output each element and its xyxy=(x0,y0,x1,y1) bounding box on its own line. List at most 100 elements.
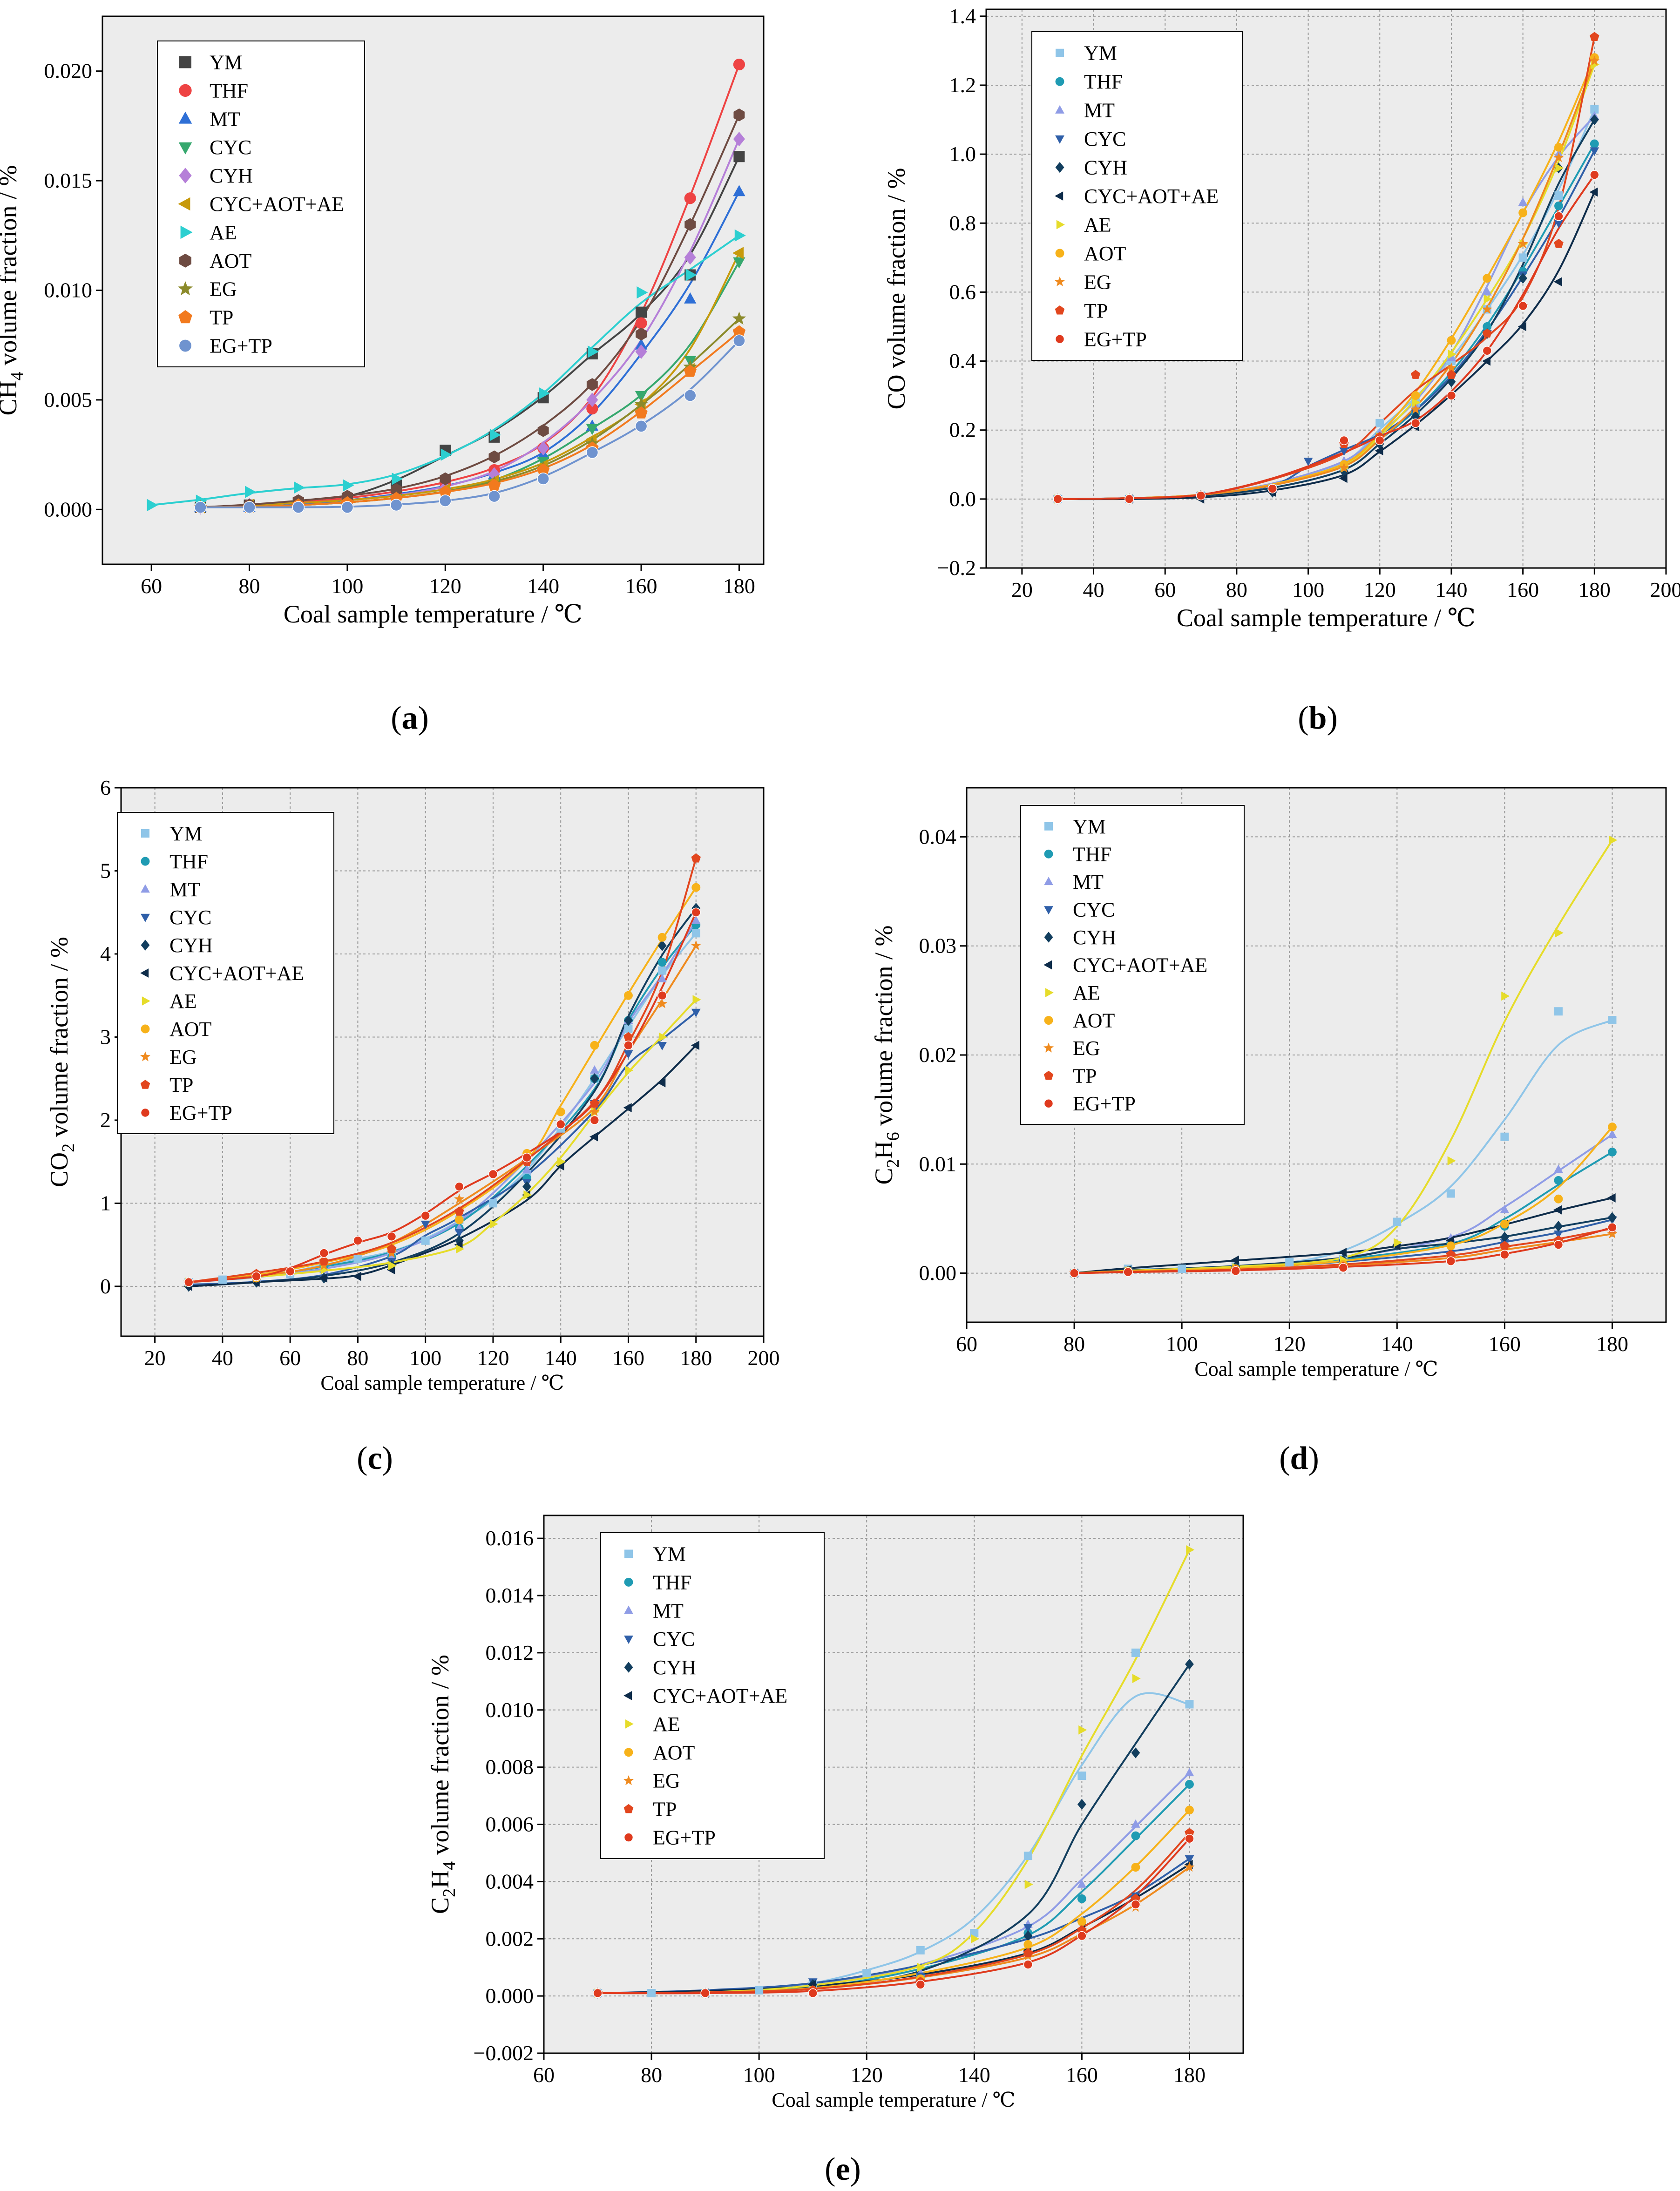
data-point-ae xyxy=(388,1261,397,1271)
data-point-aot xyxy=(1023,1940,1033,1949)
data-point-cyc-aot-ae xyxy=(1607,1193,1616,1203)
legend-label: CYC xyxy=(169,906,211,929)
legend-label: CYC xyxy=(653,1628,695,1650)
data-point-cyc-aot-ae xyxy=(1517,322,1526,331)
data-point-eg-tp xyxy=(1518,301,1528,311)
legend-label: CYH xyxy=(653,1656,696,1679)
data-point-aot xyxy=(684,218,696,231)
y-tick-label: 0.002 xyxy=(486,1927,534,1950)
data-points xyxy=(1069,835,1618,1279)
data-point-eg-tp xyxy=(635,420,648,433)
axis-ticks: 60 80 100 120 140 160 180 −0.002 0.000 0.002 0.004… xyxy=(474,1526,1206,2087)
y-tick-label: 0.0 xyxy=(949,487,976,511)
data-point-ym xyxy=(421,1236,430,1245)
x-tick-label: 120 xyxy=(1364,578,1396,602)
x-tick-label: 40 xyxy=(212,1346,233,1370)
data-point-tp xyxy=(1482,328,1492,338)
data-point-eg xyxy=(634,397,648,410)
data-point-aot xyxy=(440,472,451,486)
data-point-eg xyxy=(732,311,746,325)
legend-label: TP xyxy=(1073,1065,1097,1088)
fit-curve-eg-tp xyxy=(1074,1226,1613,1274)
y-tick-label: 0.04 xyxy=(919,825,957,848)
fit-curve-aot xyxy=(1074,1126,1613,1274)
legend-marker xyxy=(141,1024,150,1034)
data-point-tp xyxy=(454,1206,464,1216)
x-tick-label: 60 xyxy=(1154,578,1176,602)
legend-marker xyxy=(1043,1070,1054,1080)
legend-label: THF xyxy=(1073,843,1111,866)
x-tick-label: 140 xyxy=(545,1346,577,1370)
data-point-eg-tp xyxy=(420,1210,430,1221)
data-point-thf xyxy=(657,958,667,967)
legend-label: EG+TP xyxy=(1073,1092,1136,1115)
data-point-tp xyxy=(589,1098,600,1108)
data-point-aot xyxy=(454,1215,464,1224)
data-point-eg-tp xyxy=(1553,1240,1564,1250)
data-point-mt xyxy=(635,338,648,350)
data-point-aot xyxy=(1131,1863,1140,1872)
data-point-eg-tp xyxy=(1410,418,1421,428)
y-tick-label: 0.020 xyxy=(44,59,93,83)
legend-label: AOT xyxy=(210,250,252,272)
legend-label: CYC+AOT+AE xyxy=(169,962,304,985)
legend-marker xyxy=(1054,276,1065,286)
chart-c: 20 40 60 80 100 120 140 160 180 200 0 1 2 3 4 5 6 Coal sa… xyxy=(45,776,780,1394)
data-point-ym xyxy=(1375,419,1384,427)
data-point-ym xyxy=(733,151,745,162)
data-point-eg-tp xyxy=(285,1266,295,1276)
y-tick-label: −0.002 xyxy=(474,2041,534,2065)
x-tick-label: 100 xyxy=(409,1346,441,1370)
data-point-ae xyxy=(588,345,599,358)
chart-b: 20 40 60 80 100 120 140 160 180 200 −0.2 0.0 0.2 0.4 0… xyxy=(882,4,1680,632)
data-point-mt xyxy=(684,292,697,304)
y-axis-label: C2H4 volume fraction / % xyxy=(426,1655,459,1914)
data-point-eg-tp xyxy=(251,1271,261,1281)
data-point-aot xyxy=(590,1041,599,1050)
legend-label: THF xyxy=(1084,70,1123,93)
data-point-eg xyxy=(1410,404,1421,414)
data-point-eg xyxy=(1517,238,1528,249)
chart-a: 60 80 100 120 140 160 180 0.000 0.005 0.010 0.015 0… xyxy=(0,15,765,628)
y-tick-label: 0.012 xyxy=(486,1641,534,1664)
legend-label: MT xyxy=(1084,99,1115,122)
data-point-cyc-aot-ae xyxy=(732,247,744,259)
data-point-ae xyxy=(244,486,256,498)
legend-marker xyxy=(179,168,192,183)
legend-label: TP xyxy=(653,1798,677,1821)
data-point-tp xyxy=(1500,1241,1510,1250)
axis-ticks: 60 80 100 120 140 160 180 0.000 0.005 0.010 0.015 0… xyxy=(44,59,755,598)
data-point-cyc-aot-ae xyxy=(589,1132,598,1142)
x-tick-label: 120 xyxy=(851,2063,883,2087)
axis-ticks: 20 40 60 80 100 120 140 160 180 200 0 1 2 3 4 5 6 xyxy=(100,776,780,1370)
y-tick-label: 0.4 xyxy=(949,349,976,373)
y-tick-label: 0.014 xyxy=(486,1583,534,1607)
legend-marker xyxy=(178,142,192,155)
legend-label: EG xyxy=(1084,270,1111,293)
data-point-tp xyxy=(732,325,746,338)
x-tick-label: 200 xyxy=(1650,578,1680,602)
data-point-tp xyxy=(1410,370,1421,379)
data-point-eg xyxy=(1607,1228,1618,1238)
data-point-eg-tp xyxy=(390,499,403,512)
legend-label: CYC xyxy=(1073,898,1115,921)
data-point-ae xyxy=(625,1065,634,1075)
y-tick-label: 0.000 xyxy=(44,497,93,521)
legend-label: CYH xyxy=(210,164,253,187)
x-tick-label: 160 xyxy=(1507,578,1539,602)
data-point-eg xyxy=(1589,55,1600,66)
data-point-eg-tp xyxy=(1125,494,1134,504)
panel-label: (c) xyxy=(357,1440,393,1476)
data-point-cyc-aot-ae xyxy=(691,1041,699,1050)
data-point-cyh xyxy=(1518,273,1528,284)
data-point-aot xyxy=(624,991,633,1000)
data-point-eg xyxy=(657,998,668,1008)
data-point-mt xyxy=(1185,1768,1194,1777)
legend-marker xyxy=(1044,877,1053,886)
data-point-eg-tp xyxy=(386,1231,397,1242)
legend-marker xyxy=(1055,105,1064,114)
data-point-ym xyxy=(1608,1016,1617,1025)
legend-label: CYH xyxy=(1084,156,1127,179)
data-point-cyh xyxy=(590,1073,599,1084)
data-point-aot xyxy=(1185,1806,1194,1815)
